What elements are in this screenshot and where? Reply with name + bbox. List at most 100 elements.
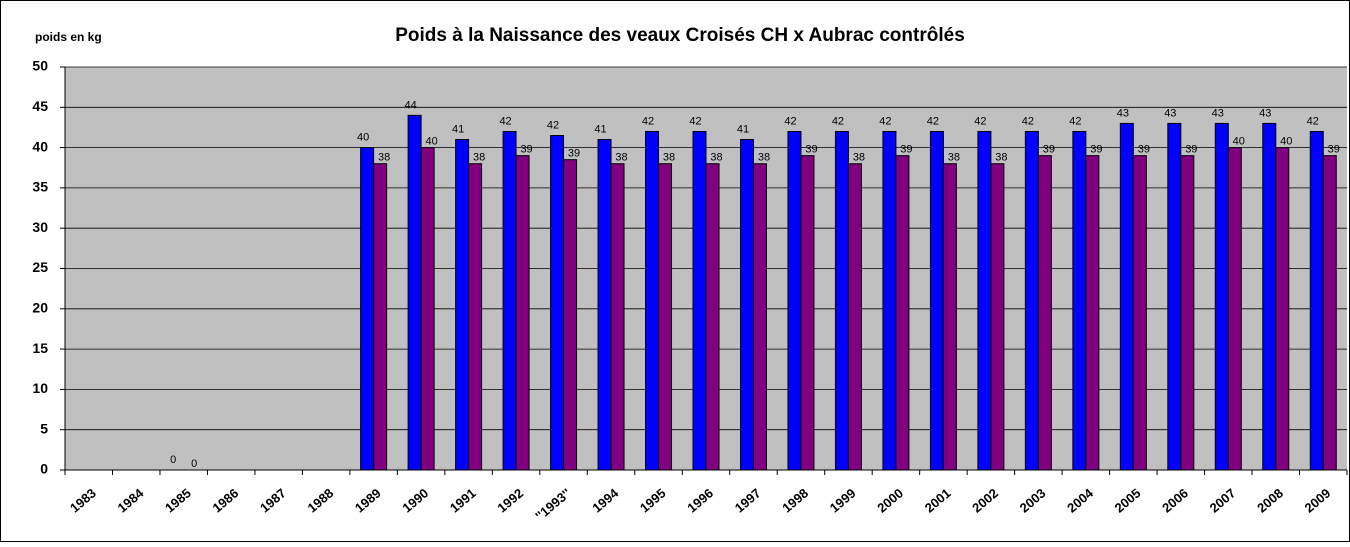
bar xyxy=(407,114,422,471)
bar xyxy=(1132,155,1147,471)
bar xyxy=(1072,130,1087,471)
data-label: 39 xyxy=(805,144,817,156)
data-label: 42 xyxy=(1069,115,1081,127)
data-label: 43 xyxy=(1164,107,1176,119)
y-axis-label: poids en kg xyxy=(35,30,102,44)
data-label: 0 xyxy=(191,458,197,470)
y-tick-label: 20 xyxy=(32,300,48,316)
bar xyxy=(1037,155,1052,471)
bar xyxy=(787,130,802,471)
data-label: 38 xyxy=(948,152,960,164)
data-label: 42 xyxy=(832,115,844,127)
bar xyxy=(1309,130,1324,471)
data-label: 43 xyxy=(1117,107,1129,119)
bar xyxy=(502,130,517,471)
data-label: 42 xyxy=(927,115,939,127)
data-label: 39 xyxy=(900,144,912,156)
bar xyxy=(1024,130,1039,471)
data-label: 42 xyxy=(1307,115,1319,127)
data-label: 42 xyxy=(784,115,796,127)
data-label: 38 xyxy=(995,152,1007,164)
data-label: 39 xyxy=(1185,144,1197,156)
data-label: 38 xyxy=(378,152,390,164)
bar xyxy=(1085,155,1100,471)
data-label: 39 xyxy=(1043,144,1055,156)
data-label: 39 xyxy=(520,144,532,156)
bar xyxy=(847,163,862,471)
y-tick-label: 40 xyxy=(32,138,48,154)
data-label: 40 xyxy=(425,136,437,148)
y-tick-label: 10 xyxy=(32,380,48,396)
bar xyxy=(1167,122,1182,471)
bar xyxy=(752,163,767,471)
data-label: 39 xyxy=(1138,144,1150,156)
data-label: 39 xyxy=(568,148,580,160)
bar xyxy=(645,130,660,471)
data-label: 42 xyxy=(974,115,986,127)
data-label: 44 xyxy=(404,99,416,111)
bar xyxy=(990,163,1005,471)
bar xyxy=(658,163,673,471)
bar xyxy=(977,130,992,471)
bar xyxy=(550,135,565,471)
data-label: 0 xyxy=(170,454,176,466)
data-label: 39 xyxy=(1328,144,1340,156)
data-label: 40 xyxy=(1280,136,1292,148)
y-tick-label: 35 xyxy=(32,179,48,195)
bar xyxy=(1214,122,1229,471)
bar xyxy=(455,139,470,471)
bar xyxy=(800,155,815,471)
data-label: 38 xyxy=(710,152,722,164)
bar xyxy=(563,159,578,471)
data-label: 42 xyxy=(1022,115,1034,127)
bar xyxy=(610,163,625,471)
y-tick-label: 15 xyxy=(32,340,48,356)
data-label: 38 xyxy=(473,152,485,164)
y-tick-label: 45 xyxy=(32,98,48,114)
data-label: 42 xyxy=(547,119,559,131)
bar xyxy=(692,130,707,471)
y-tick-label: 25 xyxy=(32,259,48,275)
y-tick-label: 5 xyxy=(40,420,48,436)
bar xyxy=(515,155,530,471)
data-label: 42 xyxy=(689,115,701,127)
bar xyxy=(1275,147,1290,471)
y-tick-label: 0 xyxy=(40,461,48,477)
data-label: 42 xyxy=(642,115,654,127)
data-label: 42 xyxy=(499,115,511,127)
bar xyxy=(739,139,754,471)
bar xyxy=(468,163,483,471)
bar xyxy=(1262,122,1277,471)
y-tick-label: 50 xyxy=(32,58,48,74)
data-label: 40 xyxy=(357,132,369,144)
data-label: 38 xyxy=(758,152,770,164)
bar xyxy=(1227,147,1242,471)
bar xyxy=(360,147,375,471)
data-label: 41 xyxy=(737,123,749,135)
bar xyxy=(1180,155,1195,471)
bar xyxy=(705,163,720,471)
bar xyxy=(882,130,897,471)
bar xyxy=(420,147,435,471)
bar xyxy=(942,163,957,471)
bar xyxy=(834,130,849,471)
bar xyxy=(597,139,612,471)
data-label: 38 xyxy=(663,152,675,164)
bar xyxy=(895,155,910,471)
data-label: 43 xyxy=(1259,107,1271,119)
data-label: 40 xyxy=(1233,136,1245,148)
data-label: 43 xyxy=(1212,107,1224,119)
data-label: 38 xyxy=(615,152,627,164)
data-label: 39 xyxy=(1090,144,1102,156)
data-label: 38 xyxy=(853,152,865,164)
bar xyxy=(373,163,388,471)
data-label: 42 xyxy=(879,115,891,127)
bar xyxy=(929,130,944,471)
data-label: 41 xyxy=(594,123,606,135)
y-tick-label: 30 xyxy=(32,219,48,235)
bar xyxy=(1322,155,1337,471)
chart-title: Poids à la Naissance des veaux Croisés C… xyxy=(395,25,965,46)
data-label: 41 xyxy=(452,123,464,135)
bar xyxy=(1119,122,1134,471)
